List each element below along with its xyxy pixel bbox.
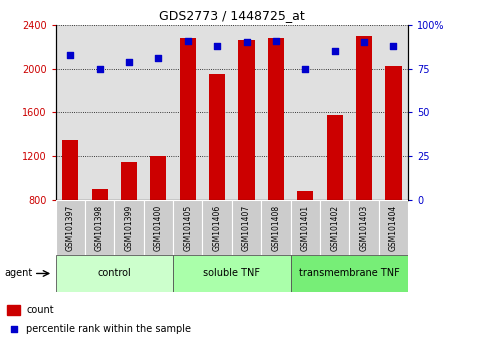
Bar [209,74,225,200]
Bar [356,36,372,200]
Point [331,48,339,54]
Text: GSM101401: GSM101401 [301,204,310,251]
Bar [121,162,137,200]
Bar [144,200,173,255]
Bar [327,115,343,200]
Point [301,66,309,72]
Bar [291,200,320,255]
Point [242,40,250,45]
Text: GSM101405: GSM101405 [183,204,192,251]
Text: GSM101406: GSM101406 [213,204,222,251]
Text: GSM101404: GSM101404 [389,204,398,251]
Text: control: control [98,268,131,279]
Bar [349,200,379,255]
Text: GSM101407: GSM101407 [242,204,251,251]
Bar [62,140,78,200]
Bar [56,255,173,292]
Text: GSM101397: GSM101397 [66,204,75,251]
Text: GSM101398: GSM101398 [95,204,104,251]
Bar [7,305,20,315]
Point [66,52,74,57]
Text: GSM101402: GSM101402 [330,204,339,251]
Bar [385,67,401,200]
Bar [268,38,284,200]
Bar [239,40,255,200]
Bar [56,200,85,255]
Point [184,38,192,44]
Text: GSM101408: GSM101408 [271,204,281,251]
Text: agent: agent [5,268,33,279]
Bar [261,200,291,255]
Bar [297,191,313,200]
Text: count: count [26,305,54,315]
Bar [85,200,114,255]
Bar [173,255,291,292]
Bar [202,200,232,255]
Bar [232,200,261,255]
Text: GSM101403: GSM101403 [359,204,369,251]
Text: GSM101400: GSM101400 [154,204,163,251]
Bar [114,200,144,255]
Text: GSM101399: GSM101399 [125,204,133,251]
Bar [150,156,167,200]
Bar [379,200,408,255]
Point [390,43,398,48]
Point [155,55,162,61]
Point [213,43,221,48]
Text: percentile rank within the sample: percentile rank within the sample [26,324,191,334]
Point [360,40,368,45]
Title: GDS2773 / 1448725_at: GDS2773 / 1448725_at [159,9,305,22]
Text: soluble TNF: soluble TNF [203,268,260,279]
Bar [92,189,108,200]
Bar [291,255,408,292]
Point [125,59,133,64]
Bar [180,38,196,200]
Point [10,326,18,332]
Point [96,66,103,72]
Point [272,38,280,44]
Bar [173,200,202,255]
Bar [320,200,349,255]
Text: transmembrane TNF: transmembrane TNF [299,268,400,279]
